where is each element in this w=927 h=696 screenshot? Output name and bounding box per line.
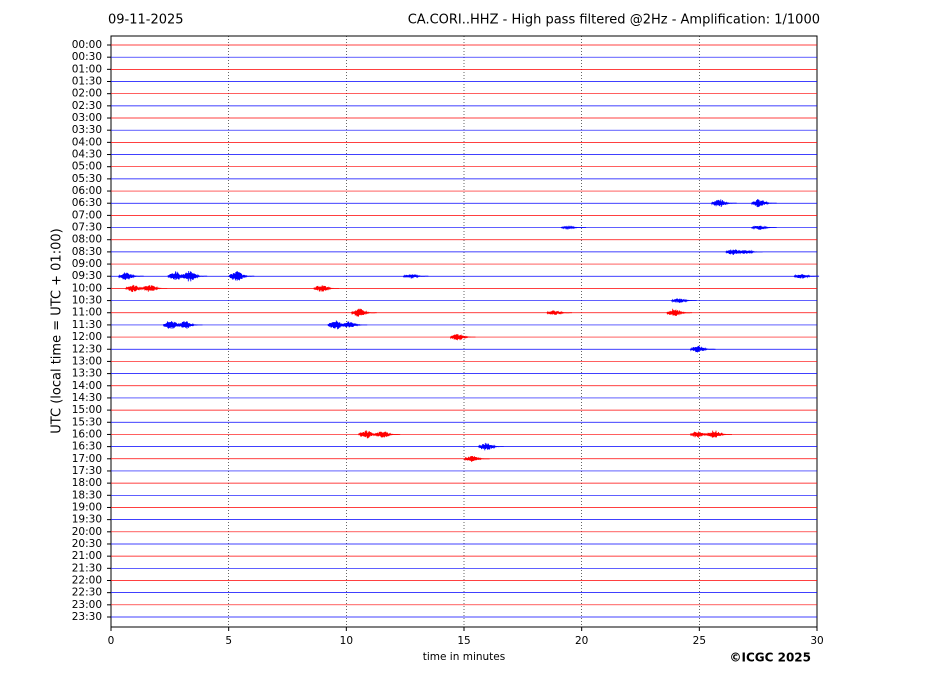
y-tick-label: 15:30 [72, 416, 102, 428]
plot-frame [110, 35, 818, 628]
y-tick-label: 11:30 [72, 319, 102, 331]
y-tick-label: 22:30 [72, 587, 102, 599]
y-tick-label: 10:00 [72, 282, 102, 294]
y-tick-label: 07:00 [72, 209, 102, 221]
y-tick-label: 23:00 [72, 599, 102, 611]
event [546, 310, 572, 315]
y-tick-label: 21:00 [72, 550, 102, 562]
event [560, 225, 587, 231]
y-tick-label: 19:00 [72, 501, 102, 513]
event [341, 321, 368, 328]
event [402, 273, 429, 279]
y-tick-label: 18:30 [72, 489, 102, 501]
y-tick-label: 09:30 [72, 270, 102, 282]
y-tick-label: 08:30 [72, 246, 102, 258]
y-tick-label: 04:30 [72, 149, 102, 161]
y-tick-label: 20:00 [72, 526, 102, 538]
y-tick-label: 12:00 [72, 331, 102, 343]
y-tick-label: 03:00 [72, 112, 102, 124]
x-tick-label: 20 [575, 635, 588, 647]
event [793, 273, 820, 279]
event [751, 225, 777, 230]
event [374, 431, 401, 438]
chart-title: CA.CORI..HHZ - High pass filtered @2Hz -… [408, 13, 820, 28]
event [313, 285, 339, 292]
event [351, 308, 377, 317]
y-tick-label: 16:00 [72, 428, 102, 440]
date: 09-11-2025 [108, 13, 184, 28]
y-tick-label: 08:00 [72, 234, 102, 246]
y-tick-label: 17:00 [72, 453, 102, 465]
event [706, 430, 732, 438]
y-tick-label: 20:30 [72, 538, 102, 550]
y-tick-label: 05:00 [72, 161, 102, 173]
event [228, 271, 255, 281]
y-tick-label: 19:30 [72, 514, 102, 526]
x-tick-label: 15 [457, 635, 470, 647]
y-tick-label: 23:30 [72, 611, 102, 623]
y-tick-label: 07:30 [72, 222, 102, 234]
event [141, 285, 168, 292]
event [666, 308, 692, 316]
y-tick-label: 05:30 [72, 173, 102, 185]
event [751, 199, 777, 208]
event [118, 272, 144, 280]
y-tick-label: 16:30 [72, 441, 102, 453]
event [464, 455, 490, 462]
y-tick-label: 01:30 [72, 76, 102, 88]
event [711, 199, 737, 208]
y-tick-label: 12:30 [72, 343, 102, 355]
event [478, 442, 504, 451]
y-tick-label: 22:00 [72, 574, 102, 586]
event [176, 321, 203, 329]
x-tick-label: 0 [108, 635, 115, 647]
y-tick-label: 14:00 [72, 380, 102, 392]
y-tick-label: 09:00 [72, 258, 102, 270]
y-tick-label: 00:30 [72, 51, 102, 63]
event [689, 345, 716, 353]
event [671, 298, 697, 303]
event [181, 270, 208, 282]
y-tick-label: 11:00 [72, 307, 102, 319]
y-tick-label: 10:30 [72, 295, 102, 307]
y-tick-label: 00:00 [72, 39, 102, 51]
event [449, 333, 476, 341]
y-tick-label: 04:00 [72, 136, 102, 148]
y-tick-label: 17:30 [72, 465, 102, 477]
y-tick-label: 15:00 [72, 404, 102, 416]
x-tick-label: 30 [810, 635, 823, 647]
copyright: ©ICGC 2025 [729, 651, 811, 665]
y-tick-label: 06:00 [72, 185, 102, 197]
x-axis-label: time in minutes [423, 651, 505, 663]
y-tick-label: 02:00 [72, 88, 102, 100]
y-tick-label: 13:00 [72, 355, 102, 367]
y-tick-label: 02:30 [72, 100, 102, 112]
y-tick-label: 03:30 [72, 124, 102, 136]
x-tick-label: 10 [340, 635, 353, 647]
event [737, 249, 763, 255]
x-tick-label: 5 [225, 635, 232, 647]
y-tick-label: 14:30 [72, 392, 102, 404]
y-axis-label: UTC (local time = UTC + 01:00) [50, 228, 65, 433]
y-tick-label: 01:00 [72, 63, 102, 75]
y-tick-label: 21:30 [72, 562, 102, 574]
y-tick-label: 18:00 [72, 477, 102, 489]
x-tick-label: 25 [693, 635, 706, 647]
y-tick-label: 13:30 [72, 368, 102, 380]
y-tick-label: 06:30 [72, 197, 102, 209]
